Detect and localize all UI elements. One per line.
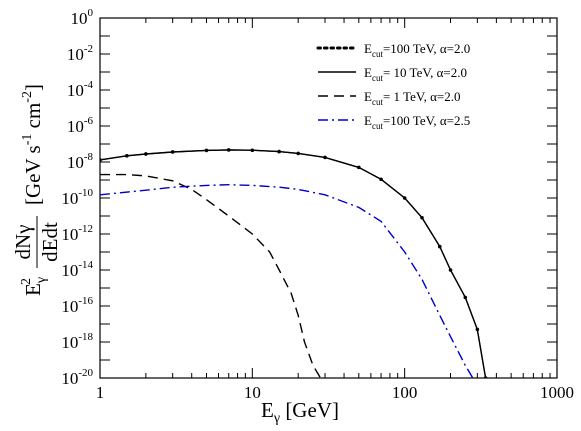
y-axis-label: Eγ2 dNγ dEdt [GeV s-1 cm-2]	[11, 84, 62, 296]
y-tick-label: 10-2	[67, 43, 93, 64]
y-label-prefix-sup: 2	[19, 278, 34, 285]
y-tick-label: 10-14	[61, 259, 93, 280]
legend-label-2: Ecut= 1 TeV, α=2.0	[364, 89, 460, 107]
x-tick-label: 100	[392, 383, 418, 402]
y-tick-label: 10-20	[61, 367, 93, 388]
y-tick-label: 10-8	[67, 151, 94, 172]
axis-ticks	[99, 17, 558, 379]
y-tick-label: 100	[71, 7, 94, 28]
x-tick-label: 1000	[540, 383, 574, 402]
y-tick-label: 10-6	[67, 115, 94, 136]
svg-text:Eγ2: Eγ2	[19, 277, 49, 296]
y-tick-label: 10-16	[61, 295, 93, 316]
y-tick-label: 10-12	[61, 223, 93, 244]
y-label-units-sup1: -1	[20, 134, 35, 146]
x-tick-label: 1	[96, 383, 105, 402]
series-group	[100, 148, 488, 378]
legend-label-3: Ecut=100 TeV, α=2.5	[364, 113, 470, 131]
x-tick-label: 10	[244, 383, 261, 402]
y-label-frac-den: dEdt	[38, 222, 62, 262]
y-label-units-end: ]	[21, 84, 45, 91]
y-tick-label: 10-10	[61, 187, 93, 208]
series-line-3	[100, 183, 474, 378]
y-tick-label: 10-4	[67, 79, 94, 100]
series-line-2	[100, 173, 322, 378]
y-tick-label: 10-18	[61, 331, 93, 352]
series-line-1	[100, 149, 487, 378]
y-label-frac-num: dNγ	[11, 225, 35, 260]
y-label-units: [GeV s	[21, 145, 45, 205]
legend-label-0: Ecut=100 TeV, α=2.0	[364, 41, 470, 59]
legend-label-1: Ecut= 10 TeV, α=2.0	[364, 65, 467, 83]
y-label-units-mid: cm	[21, 103, 45, 134]
legend: Ecut=100 TeV, α=2.0 Ecut= 10 TeV, α=2.0 Ec…	[316, 41, 470, 131]
y-label-prefix: E	[21, 283, 45, 296]
series-line-0	[100, 149, 487, 378]
x-axis-label: Eγ [GeV]	[261, 398, 339, 426]
y-label-units-sup2: -2	[20, 91, 35, 103]
svg-text:[GeV s-1 cm-2]: [GeV s-1 cm-2]	[20, 84, 45, 205]
axis-tick-labels: 1 10 100 1000 100 10-2 10-4 10-6 10-8 10-10 10-12 1…	[61, 7, 574, 402]
y-label-prefix-sub: γ	[34, 277, 49, 284]
